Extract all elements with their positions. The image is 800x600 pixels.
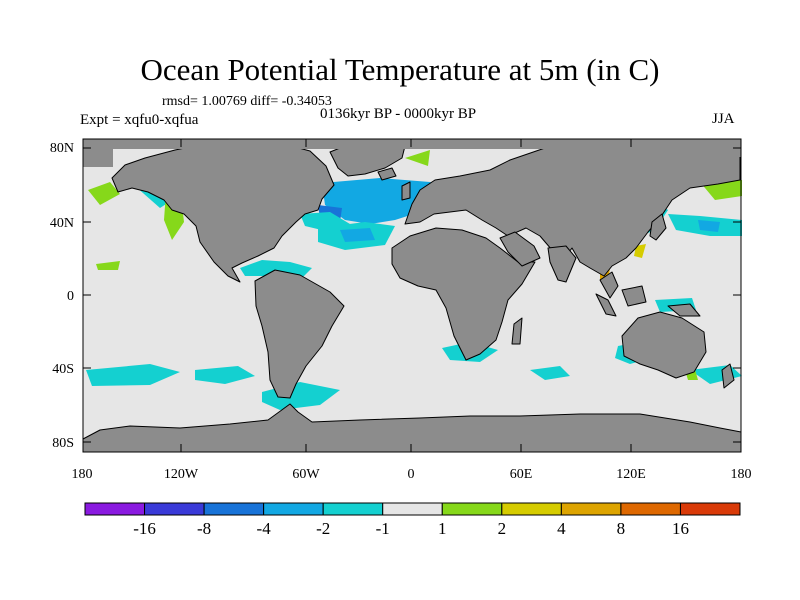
iceland	[377, 167, 397, 181]
season-label: JJA	[712, 111, 735, 127]
time-period-label: 0136kyr BP - 0000kyr BP	[320, 106, 477, 122]
colorbar-label: 1	[438, 519, 447, 538]
colorbar-swatch	[679, 502, 741, 516]
colorbar-swatch	[144, 502, 205, 516]
colorbar-label: 8	[616, 519, 626, 538]
madagascar	[511, 317, 523, 345]
colorbar-swatch	[441, 502, 503, 516]
lon-tick-180w: 180	[71, 467, 93, 482]
colorbar-label: 4	[557, 519, 566, 538]
africa	[391, 227, 536, 361]
japan	[649, 213, 667, 241]
southeast-asia	[599, 271, 619, 299]
lon-tick-180e: 180	[730, 467, 752, 482]
lon-tick-60w: 60W	[292, 467, 320, 482]
uk	[401, 181, 411, 201]
colorbar-swatch	[501, 502, 562, 516]
lat-tick-0: 0	[67, 289, 74, 304]
lat-tick-40n: 40N	[49, 216, 74, 231]
lat-tick-40s: 40S	[52, 362, 74, 377]
colorbar-label: -8	[196, 519, 212, 538]
map-title: Ocean Potential Temperature at 5m (in C)	[140, 52, 660, 87]
colorbar-label: -4	[256, 519, 271, 538]
colorbar-swatch	[203, 502, 265, 516]
rmsd-diff-stats: rmsd= 1.00769 diff= -0.34053	[162, 94, 332, 109]
new-zealand	[721, 363, 735, 389]
lon-tick-120w: 120W	[163, 467, 199, 482]
colorbar-swatch	[322, 502, 384, 516]
colorbar-label: -1	[375, 519, 390, 538]
colorbar-label: 16	[671, 519, 689, 538]
lat-tick-80s: 80S	[52, 436, 74, 451]
india	[547, 245, 577, 283]
colorbar	[84, 502, 741, 516]
eurasia	[404, 139, 741, 277]
arctic-cap	[83, 139, 741, 167]
lon-tick-0: 0	[407, 467, 415, 482]
colorbar-swatch	[263, 502, 324, 516]
antarctica	[82, 403, 742, 453]
map-area	[82, 138, 742, 453]
colorbar-label: -16	[133, 519, 156, 538]
experiment-label: Expt = xqfu0-xqfua	[80, 112, 199, 128]
new-guinea	[667, 303, 701, 317]
lat-tick-80n: 80N	[49, 141, 74, 156]
colorbar-swatch	[620, 502, 681, 516]
colorbar-swatch	[560, 502, 622, 516]
arabian-peninsula	[499, 231, 541, 267]
land-masses	[82, 139, 742, 453]
lon-tick-60e: 60E	[509, 467, 533, 482]
colorbar-swatch	[84, 502, 146, 516]
south-america	[254, 269, 345, 399]
colorbar-label: -2	[316, 519, 331, 538]
colorbar-swatch	[382, 502, 443, 516]
borneo	[621, 285, 647, 307]
australia	[621, 311, 707, 379]
sumatra	[595, 293, 617, 317]
axis-ticks	[82, 139, 742, 452]
colorbar-label: 2	[497, 519, 507, 538]
lon-tick-120e: 120E	[616, 467, 646, 482]
